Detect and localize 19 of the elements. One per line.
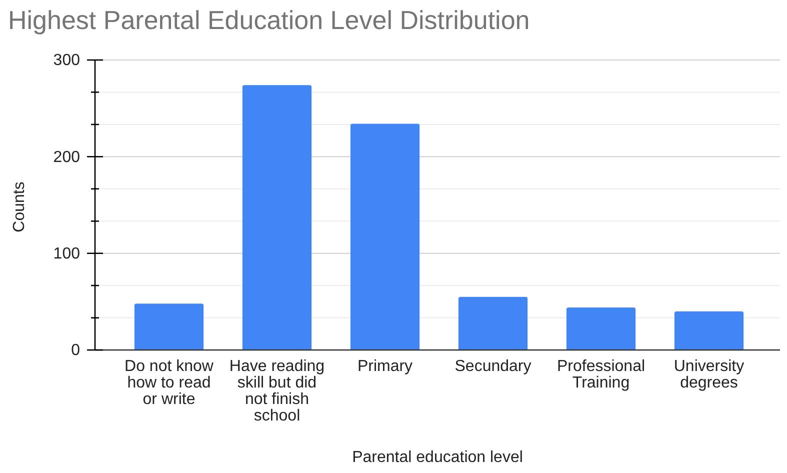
bar	[134, 304, 204, 350]
y-tick-label: 300	[53, 52, 80, 70]
bar	[566, 307, 636, 350]
y-tick-label: 200	[53, 148, 80, 166]
x-tick-label: Do not know how to read or write	[124, 358, 214, 408]
y-tick-label: 100	[53, 245, 80, 262]
y-axis-title: Counts	[11, 182, 28, 232]
x-tick-label: Primary	[357, 358, 413, 375]
bar	[458, 296, 528, 350]
x-tick-label: University degrees	[674, 358, 744, 392]
chart-title: Highest Parental Education Level Distribution	[8, 5, 530, 35]
x-axis-title: Parental education level	[352, 449, 523, 466]
x-tick-label: Professional Training	[556, 358, 646, 392]
y-tick-label: 0	[71, 342, 80, 360]
bar	[350, 124, 420, 350]
x-tick-label: Have reading skill but did not finish school	[229, 358, 325, 424]
bar	[674, 311, 744, 350]
x-tick-label: Secundary	[454, 358, 532, 375]
bar	[242, 85, 312, 350]
